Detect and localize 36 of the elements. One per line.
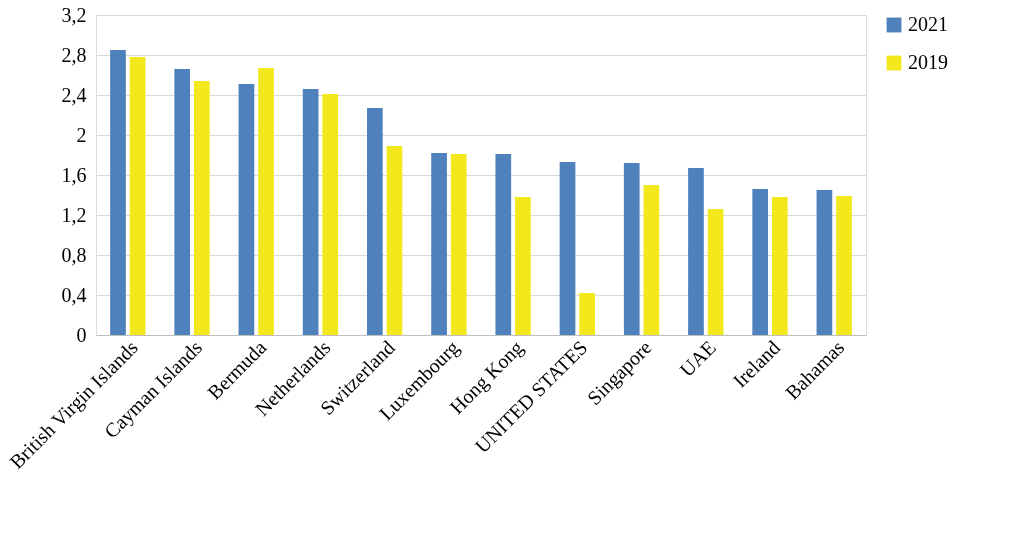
bar [110, 50, 126, 335]
bar [386, 146, 403, 335]
bar [515, 197, 531, 335]
bar [771, 197, 788, 335]
bar [559, 162, 576, 335]
bar [302, 89, 319, 335]
y-tick-label: 1,6 [61, 163, 87, 186]
bar [129, 57, 146, 335]
bar [643, 185, 660, 335]
bar [174, 69, 191, 335]
bar [238, 84, 255, 335]
y-tick-label: 2,8 [61, 43, 87, 66]
bar [688, 168, 704, 335]
bar [752, 189, 769, 335]
x-tick-label: UAE [675, 336, 720, 381]
bar [836, 196, 852, 335]
bar [450, 154, 467, 335]
legend-label: 2019 [908, 51, 948, 73]
bar [367, 108, 383, 335]
bar [258, 68, 274, 335]
y-tick-label: 0,8 [61, 243, 87, 266]
y-tick-label: 0 [76, 323, 87, 346]
y-tick-label: 3,2 [61, 3, 87, 26]
bar [816, 190, 833, 335]
y-tick-label: 2 [76, 123, 87, 146]
bar [579, 293, 595, 335]
y-tick-label: 2,4 [61, 83, 87, 106]
bar [707, 209, 724, 335]
bar [322, 94, 339, 335]
bar [431, 153, 447, 335]
y-tick-label: 0,4 [61, 283, 87, 306]
y-tick-label: 1,2 [61, 203, 87, 226]
bar [193, 81, 210, 335]
bar [495, 154, 512, 335]
bar [623, 163, 640, 335]
legend-label: 2021 [908, 13, 948, 35]
